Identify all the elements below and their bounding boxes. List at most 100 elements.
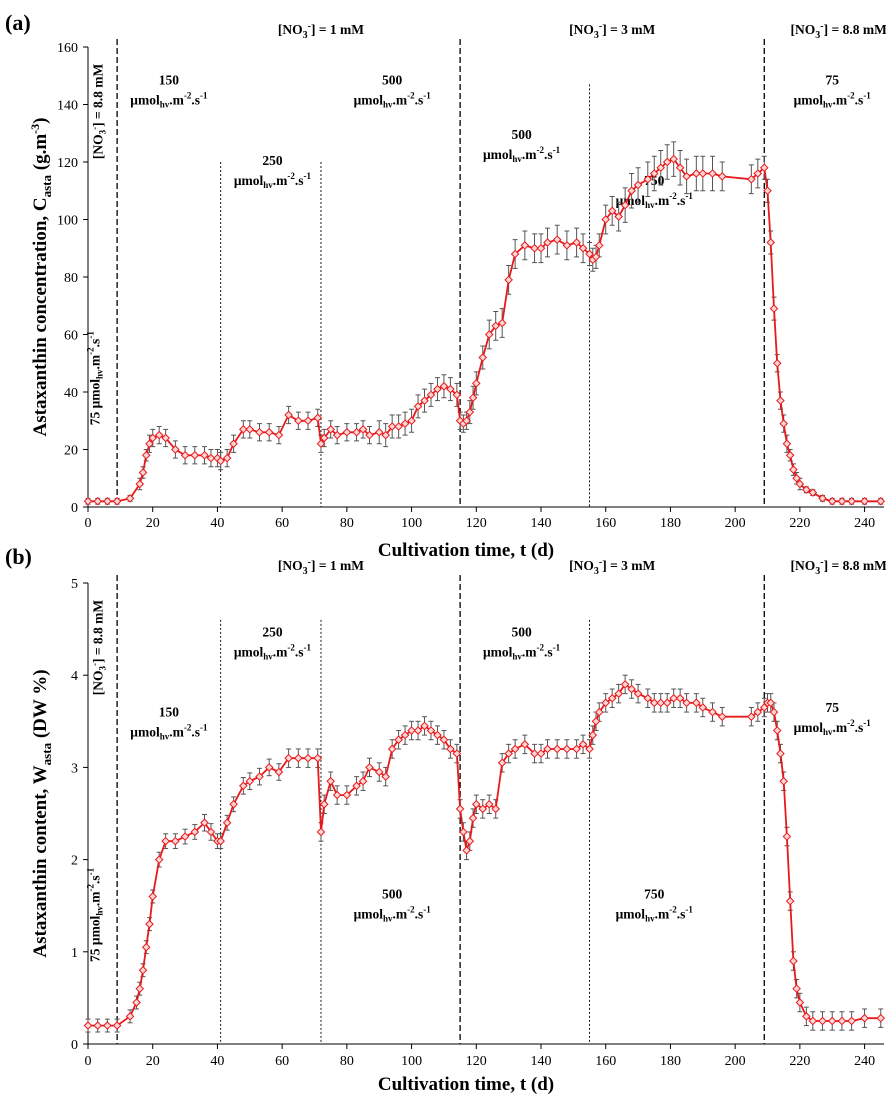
data-point [792, 473, 801, 483]
data-point [536, 243, 546, 253]
y-tick-label: 140 [57, 99, 78, 114]
rotated-nitrate-label: [NO3-] = 8.8 mM [90, 63, 108, 159]
data-point [620, 200, 630, 210]
data-point [860, 496, 869, 506]
x-tick-label: 40 [210, 516, 224, 531]
data-point [171, 836, 180, 846]
data-point [782, 832, 792, 841]
data-point [190, 450, 200, 460]
data-point [860, 1013, 869, 1023]
data-point [459, 827, 468, 837]
x-axis-label: Cultivation time, t (d) [378, 540, 554, 561]
data-point [326, 425, 335, 434]
data-point [837, 496, 847, 506]
data-point [452, 749, 462, 758]
data-point [180, 450, 190, 460]
data-point [303, 416, 313, 426]
light-unit-label: μmolhv.m-2.s-1 [483, 145, 561, 164]
data-point [394, 735, 403, 745]
light-value-label: 500 [511, 624, 532, 639]
data-point [543, 744, 552, 754]
data-point [802, 1012, 811, 1021]
data-point [145, 439, 154, 449]
data-point [161, 836, 170, 846]
data-point [148, 433, 158, 443]
data-point [484, 330, 494, 339]
data-point [585, 249, 594, 259]
x-tick-label: 0 [85, 516, 92, 531]
data-point [426, 726, 436, 735]
data-point [103, 496, 112, 506]
data-point [591, 252, 601, 262]
data-point [504, 275, 513, 285]
y-tick-label: 160 [57, 41, 78, 56]
data-point [769, 707, 779, 717]
data-point [222, 453, 232, 463]
light-value-label: 750 [644, 886, 665, 901]
data-point [484, 799, 494, 809]
data-point [633, 180, 643, 190]
data-point [365, 430, 374, 440]
y-tick-label: 80 [64, 271, 78, 286]
data-point [420, 721, 429, 731]
data-point [802, 485, 811, 495]
data-point [766, 698, 776, 708]
data-point [216, 836, 225, 846]
data-point [552, 744, 562, 754]
data-point [132, 998, 141, 1007]
data-point [229, 799, 238, 809]
data-point [413, 726, 423, 735]
nitrate-label: [NO3-] = 1 mM [278, 21, 364, 41]
data-point [614, 212, 623, 221]
y-tick-label: 3 [71, 761, 78, 776]
light-unit-label: μmolhv.m-2.s-1 [130, 723, 208, 742]
data-point [766, 238, 776, 247]
rotated-nitrate-label: [NO3-] = 8.8 mM [90, 600, 108, 696]
data-point [692, 169, 701, 178]
data-point [407, 726, 416, 735]
data-point [465, 407, 475, 417]
data-point [180, 832, 190, 841]
data-point [510, 249, 520, 259]
x-tick-label: 160 [595, 516, 616, 531]
data-point [578, 740, 588, 749]
data-point [352, 427, 361, 437]
data-point [572, 238, 581, 247]
y-tick-label: 120 [57, 156, 78, 171]
y-tick-label: 20 [64, 444, 78, 459]
y-tick-label: 4 [71, 669, 78, 684]
data-point [649, 169, 659, 178]
data-point [83, 1021, 93, 1030]
data-point [698, 703, 708, 712]
data-point [154, 855, 164, 864]
data-point [510, 744, 520, 754]
data-point [206, 453, 216, 463]
data-point [876, 496, 886, 506]
data-point [145, 919, 154, 929]
nitrate-label: [NO3-] = 8.8 mM [791, 21, 886, 41]
y-tick-label: 1 [71, 946, 78, 961]
data-point [795, 479, 805, 489]
data-point [161, 433, 170, 443]
data-point [876, 1013, 886, 1023]
data-point [374, 767, 384, 777]
x-tick-label: 20 [146, 516, 160, 531]
data-point [607, 206, 617, 216]
data-point [420, 396, 429, 405]
data-point [294, 416, 303, 426]
data-point [332, 790, 342, 800]
data-point [753, 169, 763, 178]
x-tick-label: 80 [340, 1054, 354, 1069]
data-point [779, 419, 788, 428]
data-point [614, 689, 623, 698]
data-point [552, 235, 562, 244]
data-point [439, 735, 449, 745]
data-point [103, 1021, 112, 1030]
data-point [446, 744, 455, 754]
x-tick-label: 60 [275, 1054, 289, 1069]
data-point [229, 439, 238, 449]
data-point [274, 430, 284, 440]
y-tick-label: 0 [71, 501, 78, 516]
data-point [135, 479, 145, 489]
